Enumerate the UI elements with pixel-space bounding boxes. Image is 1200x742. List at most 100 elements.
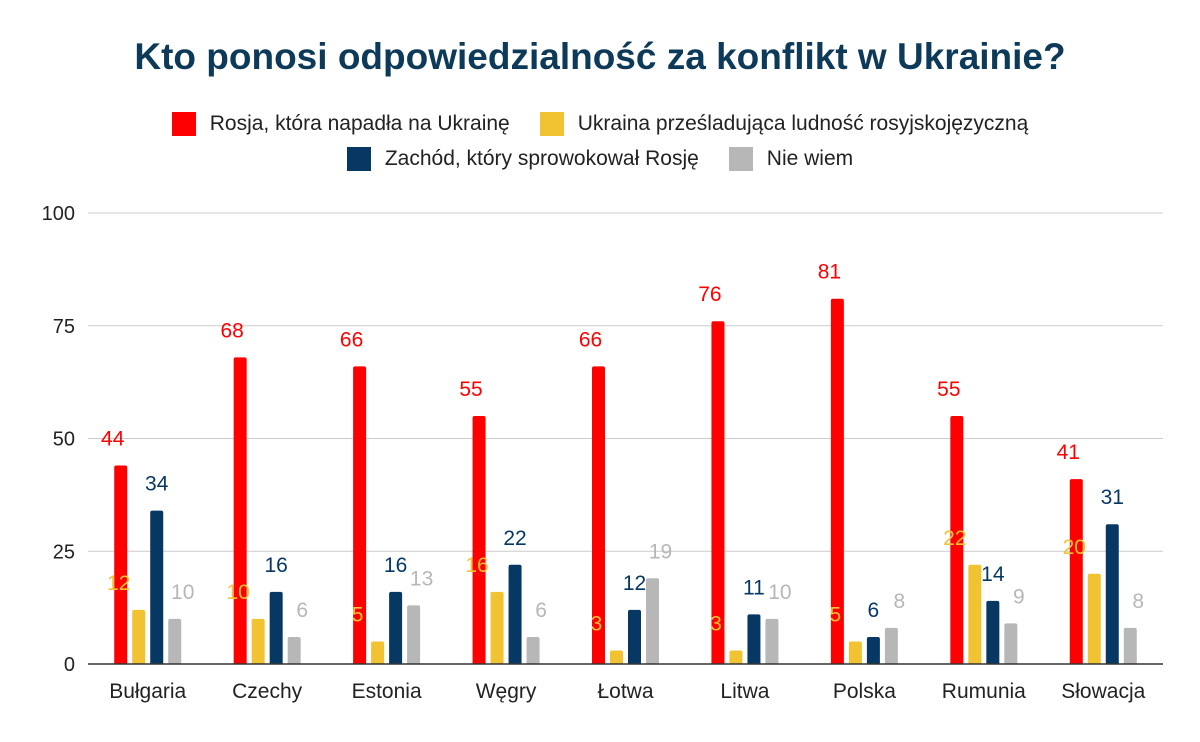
data-label: 55 xyxy=(459,378,482,401)
x-tick-label: Węgry xyxy=(476,680,537,703)
data-label: 3 xyxy=(591,612,603,635)
bar xyxy=(1123,627,1137,664)
bar xyxy=(1069,479,1083,664)
data-label: 5 xyxy=(352,603,364,626)
x-tick-label: Rumunia xyxy=(942,680,1026,703)
bar xyxy=(830,298,844,664)
data-label: 10 xyxy=(226,581,249,604)
data-label: 19 xyxy=(649,540,672,563)
legend-swatch-west xyxy=(346,147,371,171)
data-label: 34 xyxy=(145,473,169,496)
chart-title: Kto ponosi odpowiedzialność za konflikt … xyxy=(134,36,1066,77)
bar xyxy=(592,366,605,664)
legend-swatch-ukraine xyxy=(539,112,564,136)
data-label: 6 xyxy=(535,599,547,622)
bar xyxy=(968,564,982,664)
legend-item-unknown: Nie wiem xyxy=(728,147,854,171)
bar xyxy=(610,650,623,664)
bar xyxy=(132,609,146,664)
data-label: 31 xyxy=(1101,486,1124,509)
bar xyxy=(371,641,385,664)
bar xyxy=(168,618,182,664)
bar xyxy=(950,415,964,664)
x-tick-label: Litwa xyxy=(720,680,769,703)
bar xyxy=(287,636,301,664)
bar xyxy=(884,627,898,664)
data-label: 14 xyxy=(981,563,1005,586)
bar xyxy=(848,641,862,664)
x-tick-label: Bułgaria xyxy=(109,680,186,703)
bar xyxy=(526,636,540,664)
data-label: 20 xyxy=(1063,536,1086,559)
data-label: 66 xyxy=(579,328,602,351)
bar xyxy=(646,578,659,664)
data-label: 66 xyxy=(340,328,363,351)
data-label: 16 xyxy=(264,554,287,577)
legend-item-russia: Rosja, która napadła na Ukrainę xyxy=(171,112,510,136)
y-tick-label: 100 xyxy=(42,203,75,225)
y-tick-label: 75 xyxy=(53,316,75,338)
legend-swatch-russia xyxy=(171,112,196,136)
data-label: 9 xyxy=(1013,585,1025,608)
legend-swatch-unknown xyxy=(728,147,753,171)
bar xyxy=(389,591,403,664)
bar xyxy=(711,321,725,664)
data-label: 41 xyxy=(1057,441,1080,464)
x-tick-label: Estonia xyxy=(352,680,422,703)
bar xyxy=(1004,623,1018,664)
bar xyxy=(407,605,421,664)
data-label: 11 xyxy=(743,576,765,599)
data-label: 16 xyxy=(384,554,407,577)
data-label: 10 xyxy=(171,581,194,604)
legend-label-russia: Rosja, która napadła na Ukrainę xyxy=(209,112,510,135)
data-label: 5 xyxy=(830,603,842,626)
bar xyxy=(866,636,880,664)
bar xyxy=(251,618,265,664)
bar xyxy=(353,366,367,664)
y-tick-label: 25 xyxy=(53,541,75,563)
data-label: 8 xyxy=(1132,590,1144,613)
legend-label-west: Zachód, który sprowokował Rosję xyxy=(384,147,699,170)
data-label: 22 xyxy=(943,527,966,550)
legend-item-ukraine: Ukraina prześladująca ludność rosyjskoję… xyxy=(539,112,1029,136)
data-label: 44 xyxy=(101,428,125,451)
bar xyxy=(508,564,522,664)
data-label: 68 xyxy=(220,319,243,342)
y-tick-label: 0 xyxy=(64,654,75,676)
data-label: 3 xyxy=(710,612,722,635)
bar xyxy=(490,591,504,664)
x-tick-label: Słowacja xyxy=(1061,680,1145,703)
x-tick-label: Łotwa xyxy=(597,680,653,703)
bar xyxy=(114,465,128,664)
legend-label-unknown: Nie wiem xyxy=(766,147,854,170)
data-label: 22 xyxy=(503,527,526,550)
y-tick-label: 50 xyxy=(53,429,75,451)
bar xyxy=(765,618,779,664)
bar xyxy=(269,591,283,664)
data-label: 16 xyxy=(465,554,488,577)
data-label: 12 xyxy=(107,572,130,595)
legend-label-ukraine: Ukraina prześladująca ludność rosyjskoję… xyxy=(577,112,1029,135)
data-label: 8 xyxy=(894,590,906,613)
data-label: 81 xyxy=(818,261,841,284)
data-label: 6 xyxy=(296,599,308,622)
bar xyxy=(986,600,1000,664)
data-label: 6 xyxy=(868,599,880,622)
bar xyxy=(1087,573,1101,664)
bar xyxy=(628,609,641,664)
bar xyxy=(472,415,486,664)
bar xyxy=(1105,524,1119,664)
legend-row-2: Zachód, który sprowokował Rosję Nie wiem xyxy=(0,147,1200,171)
bar xyxy=(150,510,164,664)
legend-item-west: Zachód, który sprowokował Rosję xyxy=(346,147,699,171)
bar xyxy=(747,614,761,664)
bar xyxy=(233,357,247,664)
legend-row-1: Rosja, która napadła na Ukrainę Ukraina … xyxy=(0,112,1200,136)
data-label: 10 xyxy=(768,581,791,604)
data-label: 55 xyxy=(937,378,960,401)
x-tick-label: Czechy xyxy=(232,680,303,703)
data-label: 12 xyxy=(623,572,646,595)
x-tick-label: Polska xyxy=(833,680,896,703)
data-label: 76 xyxy=(698,283,721,306)
